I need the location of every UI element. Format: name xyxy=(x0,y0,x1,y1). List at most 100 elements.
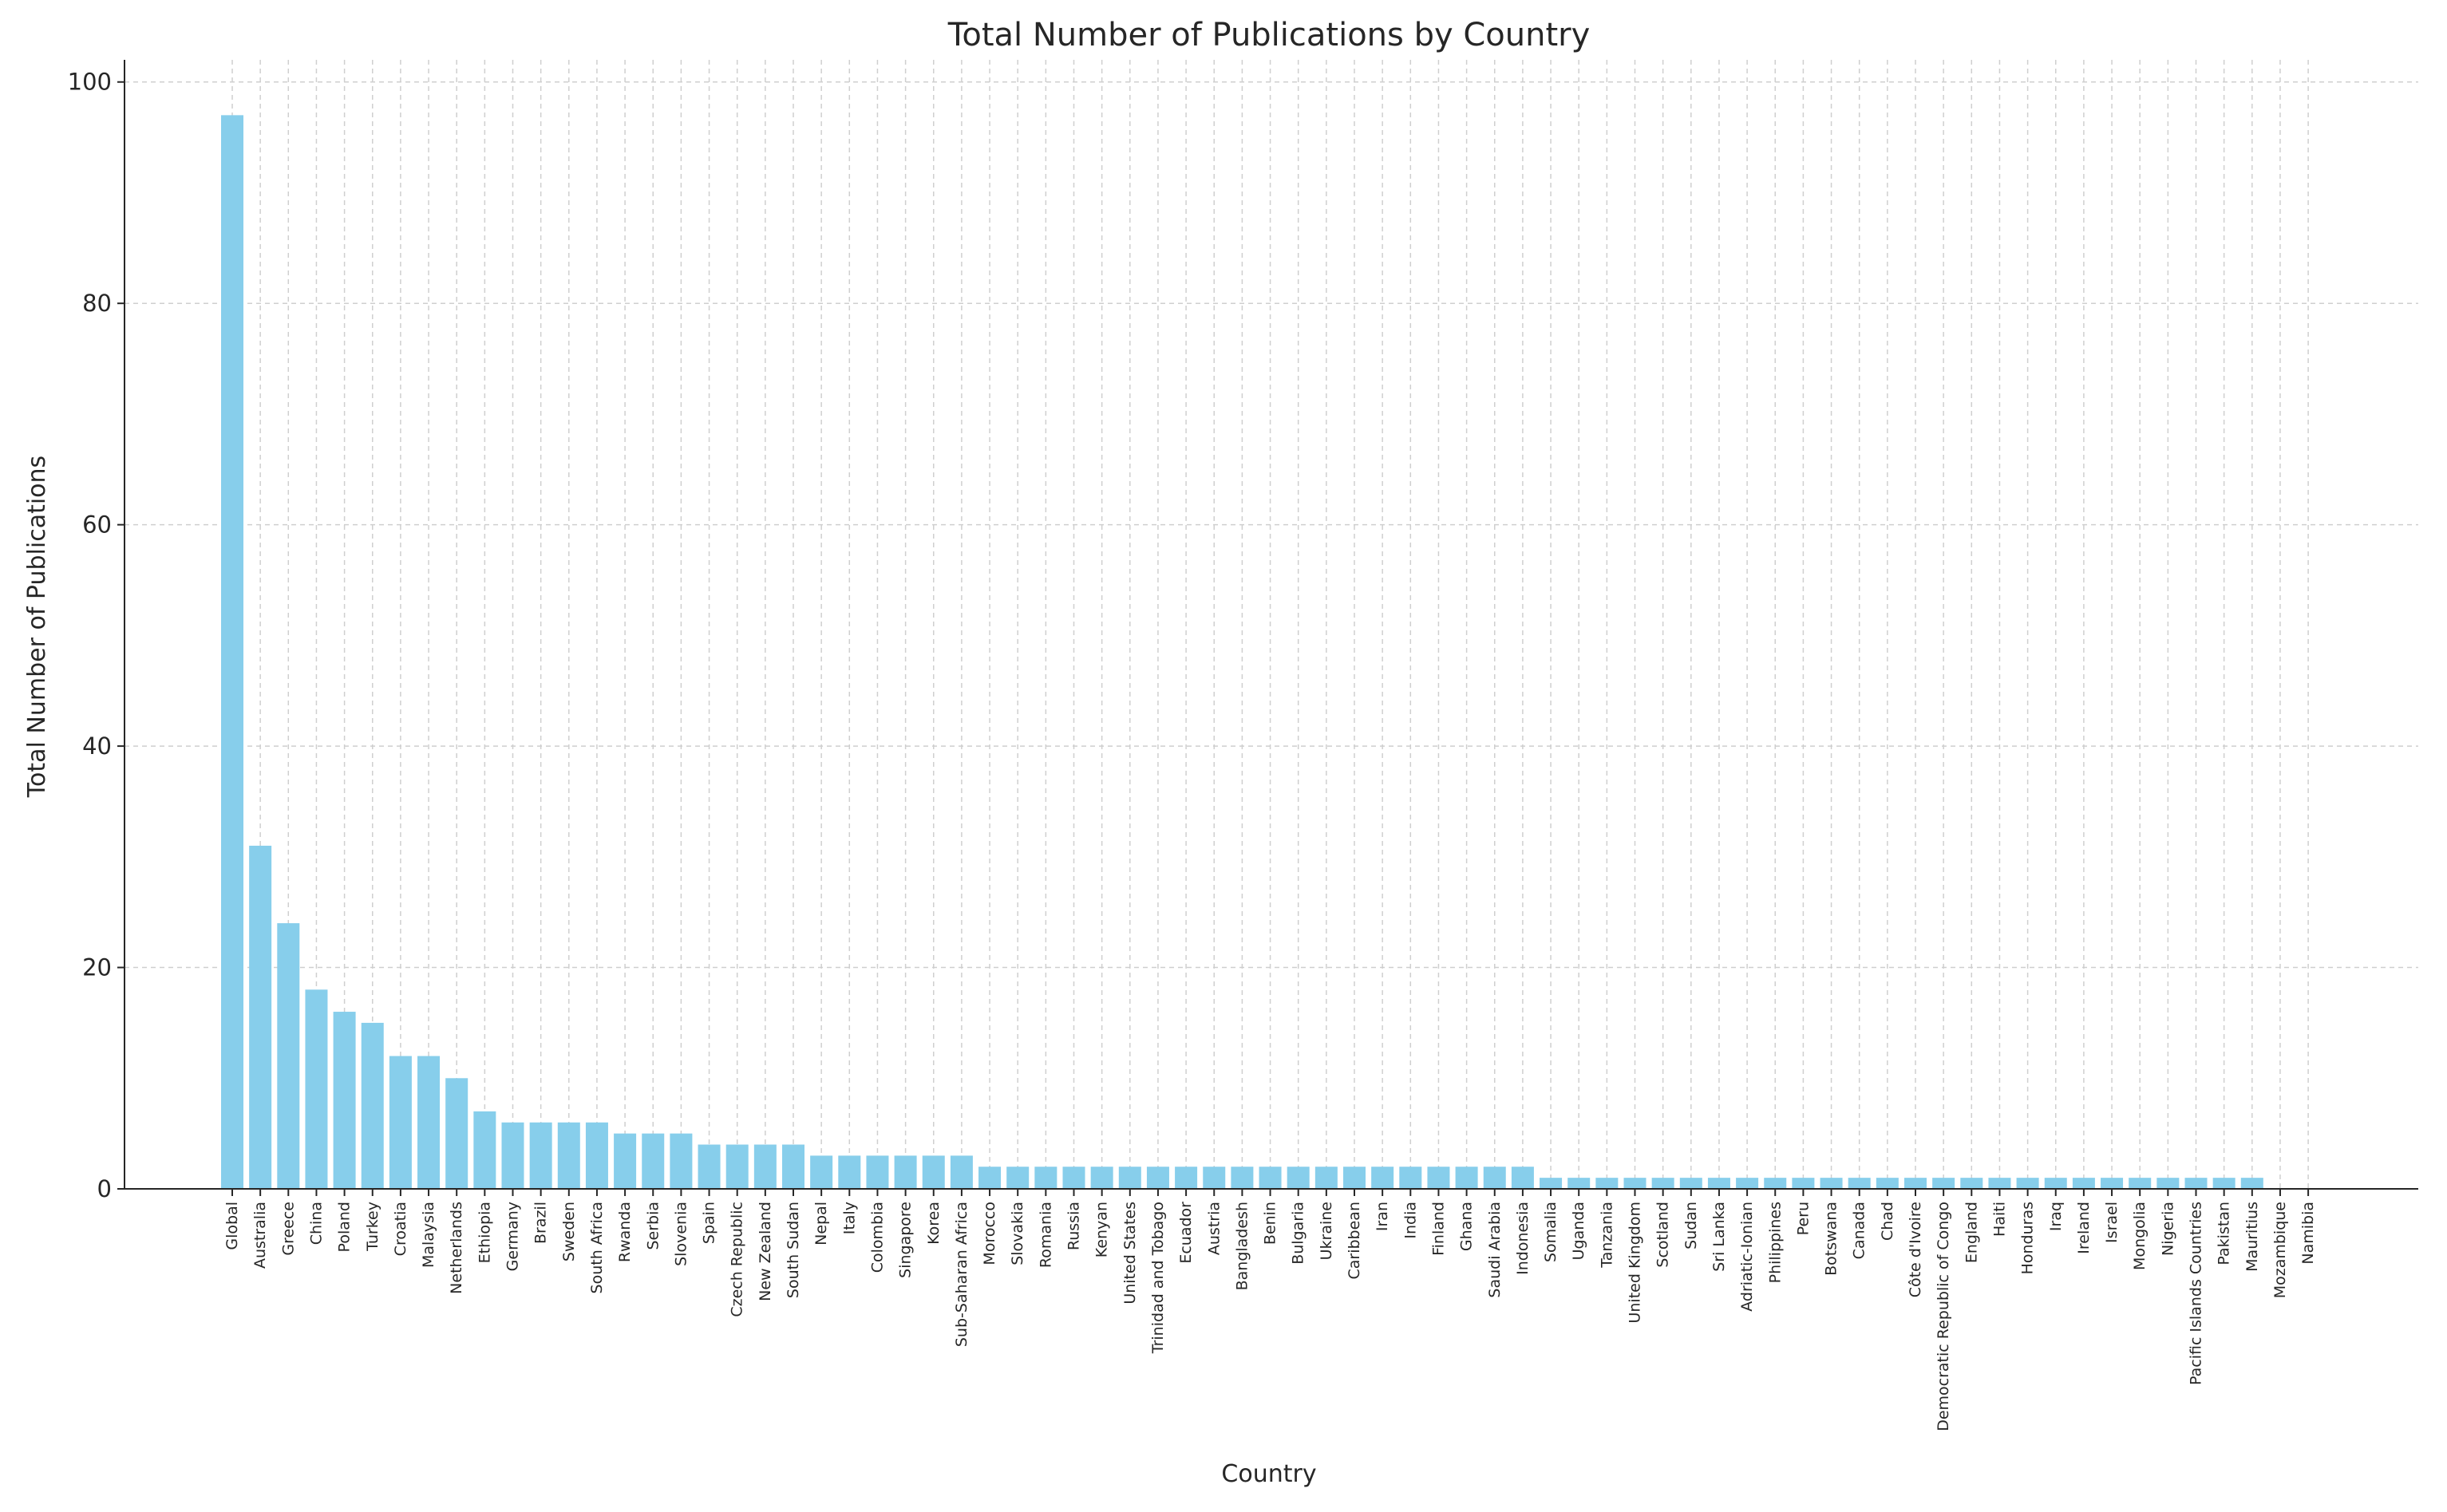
x-tick-label: Turkey xyxy=(364,1202,381,1252)
bar xyxy=(1146,1167,1169,1189)
bar xyxy=(1820,1178,1843,1189)
bar xyxy=(305,989,328,1189)
x-tick-label: Chad xyxy=(1879,1202,1896,1241)
bar xyxy=(1314,1167,1338,1189)
x-tick-label: China xyxy=(307,1202,325,1245)
x-tick-label: Rwanda xyxy=(616,1202,634,1262)
bar xyxy=(557,1122,580,1189)
x-tick-label: Israel xyxy=(2103,1202,2121,1243)
bar xyxy=(1848,1178,1871,1189)
bar xyxy=(1932,1178,1955,1189)
x-tick-label: Botswana xyxy=(1823,1202,1840,1276)
bar xyxy=(333,1012,356,1189)
bar xyxy=(866,1155,889,1189)
x-tick-label: Democratic Republic of Congo xyxy=(1935,1202,1952,1431)
x-tick-label: Namibia xyxy=(2299,1202,2317,1265)
bar xyxy=(389,1056,412,1189)
bar xyxy=(277,923,300,1189)
grid xyxy=(125,60,2418,1190)
bar xyxy=(1876,1178,1899,1189)
bar xyxy=(2129,1178,2152,1189)
x-tick-label: Greece xyxy=(279,1202,297,1256)
bar xyxy=(1988,1178,2011,1189)
bar xyxy=(670,1133,693,1189)
x-tick-label: Nepal xyxy=(812,1202,830,1246)
bar xyxy=(1118,1167,1141,1189)
x-tick-label: Finland xyxy=(1429,1202,1447,1256)
x-tick-label: Scotland xyxy=(1654,1202,1672,1268)
x-tick-label: Australia xyxy=(251,1202,269,1269)
x-tick-label: United States xyxy=(1121,1202,1139,1305)
y-tick-label: 100 xyxy=(68,69,112,96)
bar xyxy=(1764,1178,1787,1189)
bar xyxy=(1792,1178,1815,1189)
bar xyxy=(2072,1178,2095,1189)
bar xyxy=(950,1155,973,1189)
x-tick-label: Ukraine xyxy=(1318,1202,1335,1260)
x-tick-label: Bulgaria xyxy=(1290,1202,1307,1265)
bar xyxy=(1006,1167,1030,1189)
x-tick-label: Czech Republic xyxy=(729,1202,746,1317)
bar xyxy=(894,1155,917,1189)
x-tick-label: Uganda xyxy=(1570,1202,1587,1260)
y-tick-label: 60 xyxy=(82,511,112,539)
bar xyxy=(782,1144,804,1189)
bar xyxy=(2184,1178,2208,1189)
x-tick-label: Serbia xyxy=(644,1202,662,1250)
x-axis-ticks: Global Australia Greece China Poland Turkey Cr… xyxy=(223,1189,2317,1431)
x-tick-label: Ethiopia xyxy=(476,1202,493,1263)
y-tick-label: 80 xyxy=(82,290,112,317)
x-tick-label: Sweden xyxy=(560,1202,578,1261)
x-tick-label: Caribbean xyxy=(1346,1202,1363,1280)
bar xyxy=(445,1078,468,1189)
x-tick-label: Poland xyxy=(336,1202,354,1252)
y-tick-label: 0 xyxy=(97,1175,112,1202)
x-tick-label: Pakistan xyxy=(2216,1202,2233,1265)
x-tick-label: Sri Lanka xyxy=(1710,1202,1728,1272)
bar xyxy=(1595,1178,1619,1189)
x-tick-label: Germany xyxy=(504,1202,522,1271)
bar xyxy=(1679,1178,1702,1189)
bar xyxy=(1090,1167,1113,1189)
bar xyxy=(1623,1178,1646,1189)
bar xyxy=(642,1133,665,1189)
bar xyxy=(2044,1178,2067,1189)
x-axis-label: Country xyxy=(1221,1460,1316,1488)
x-tick-label: South Africa xyxy=(588,1202,606,1293)
bar xyxy=(1259,1167,1282,1189)
x-tick-label: Tanzania xyxy=(1598,1202,1615,1269)
x-tick-label: Benin xyxy=(1262,1202,1279,1245)
x-tick-label: Netherlands xyxy=(448,1202,465,1294)
bar xyxy=(473,1111,496,1189)
x-tick-label: Mongolia xyxy=(2131,1202,2149,1270)
x-tick-label: United Kingdom xyxy=(1627,1202,1644,1324)
bar xyxy=(221,115,243,1189)
bar xyxy=(614,1133,637,1189)
x-tick-label: Malaysia xyxy=(420,1202,437,1268)
x-tick-label: New Zealand xyxy=(757,1202,774,1301)
bar xyxy=(1960,1178,1983,1189)
x-tick-label: Morocco xyxy=(981,1202,998,1265)
y-axis-label: Total Number of Publications xyxy=(23,456,51,798)
axes xyxy=(124,60,2418,1190)
x-tick-label: Peru xyxy=(1794,1202,1812,1235)
x-tick-label: India xyxy=(1401,1202,1419,1239)
x-tick-label: Ghana xyxy=(1458,1202,1476,1251)
bar xyxy=(2101,1178,2124,1189)
x-tick-label: Spain xyxy=(701,1202,718,1244)
bar xyxy=(1231,1167,1254,1189)
x-tick-label: Bangladesh xyxy=(1233,1202,1251,1290)
bar xyxy=(1203,1167,1226,1189)
bar xyxy=(2240,1178,2263,1189)
x-tick-label: Somalia xyxy=(1542,1202,1560,1262)
bar xyxy=(529,1122,552,1189)
bar xyxy=(2016,1178,2039,1189)
x-tick-label: Kenyan xyxy=(1093,1202,1111,1257)
y-tick-label: 20 xyxy=(82,954,112,981)
bar xyxy=(1651,1178,1674,1189)
x-tick-label: Mauritius xyxy=(2243,1202,2261,1272)
x-tick-label: Sudan xyxy=(1682,1202,1700,1249)
x-tick-label: Colombia xyxy=(868,1202,886,1273)
x-tick-label: Mozambique xyxy=(2271,1202,2289,1298)
